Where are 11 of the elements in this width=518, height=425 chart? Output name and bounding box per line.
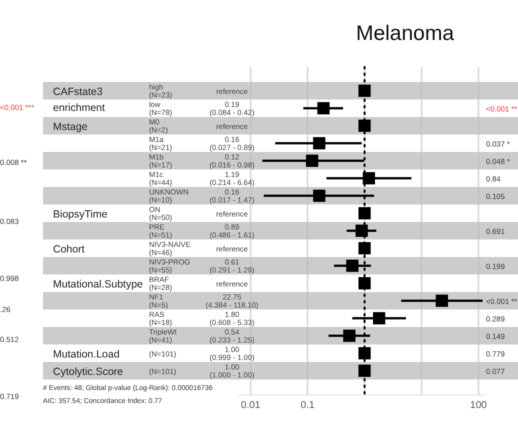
text: Mstage [53,120,88,133]
x-tick-label: 0.1 [300,400,315,412]
x-tick-label: 100 [470,400,488,412]
text: BiopsyTime [53,208,108,220]
text: Mutation.Load [53,348,120,360]
x-tick-label: 0.01 [240,400,261,412]
text: Cytolytic.Score [53,366,124,378]
text: CAFstate3 enrichment [53,86,106,114]
text: Mutational.Subtype [53,278,144,290]
chart-title: Melanoma [356,22,454,45]
text: Cohort [53,243,85,256]
